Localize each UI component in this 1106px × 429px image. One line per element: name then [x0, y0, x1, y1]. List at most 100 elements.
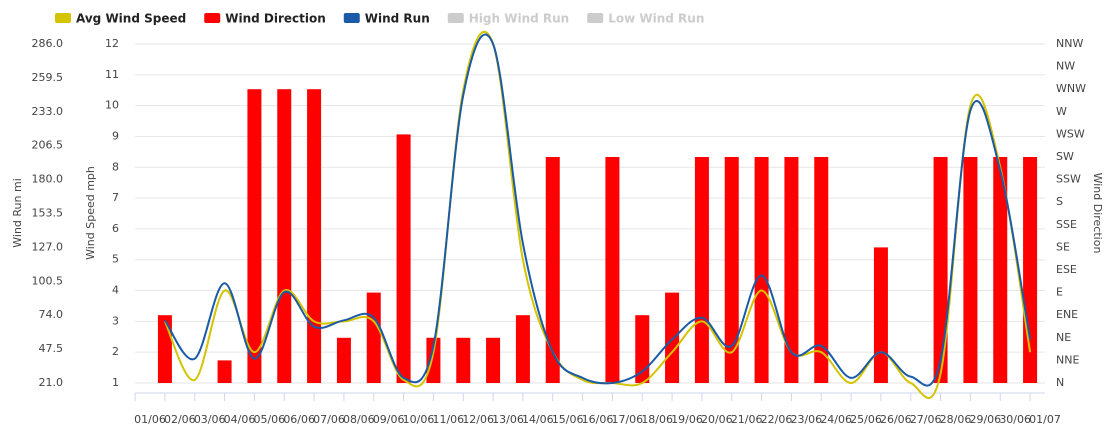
x-tick-label: 24/06: [820, 413, 852, 426]
y3-tick-label: SE: [1056, 240, 1070, 253]
legend-swatch: [55, 13, 71, 23]
y3-tick-label: NW: [1056, 60, 1075, 73]
bar: [814, 157, 829, 383]
y2-tick-label: 2: [112, 345, 119, 358]
y3-tick-label: SW: [1056, 150, 1074, 163]
y2-tick-label: 5: [112, 253, 119, 266]
bar: [873, 247, 888, 383]
y3-tick-label: NNE: [1056, 353, 1079, 366]
x-tick-label: 11/06: [432, 413, 464, 426]
bar: [157, 315, 172, 383]
bar: [784, 157, 799, 383]
x-tick-label: 14/06: [522, 413, 554, 426]
x-tick-label: 21/06: [731, 413, 763, 426]
bar: [545, 157, 560, 383]
bar: [307, 89, 322, 383]
legend-item[interactable]: Wind Run: [343, 12, 430, 26]
y3-tick-label: ENE: [1056, 308, 1078, 321]
bar: [366, 292, 381, 383]
y-tick-label: 127.0: [32, 240, 64, 253]
bar: [217, 360, 232, 383]
y-tick-label: 153.5: [32, 207, 64, 220]
x-tick-label: 07/06: [313, 413, 345, 426]
x-tick-label: 29/06: [969, 413, 1001, 426]
y2-axis-title: Wind Speed mph: [84, 166, 97, 260]
legend-label: Avg Wind Speed: [76, 12, 186, 26]
y2-tick-label: 11: [105, 68, 119, 81]
bar: [515, 315, 530, 383]
x-tick-label: 04/06: [224, 413, 256, 426]
y-tick-label: 100.5: [32, 274, 64, 287]
legend: Avg Wind Speed Wind Direction Wind Run High…: [55, 12, 704, 26]
legend-label: Wind Run: [365, 12, 430, 26]
y2-tick-label: 1: [112, 376, 119, 389]
bar: [724, 157, 739, 383]
y-tick-label: 206.5: [32, 139, 64, 152]
y-tick-label: 286.0: [32, 37, 64, 50]
line: [164, 30, 1032, 400]
x-tick-label: 15/06: [552, 413, 584, 426]
y-tick-label: 47.5: [39, 342, 64, 355]
x-tick-label: 09/06: [373, 413, 405, 426]
bar: [486, 337, 501, 383]
legend-item[interactable]: Avg Wind Speed: [55, 12, 186, 26]
y-tick-label: 259.5: [32, 71, 64, 84]
y-tick-label: 21.0: [39, 376, 64, 389]
x-tick-label: 23/06: [790, 413, 822, 426]
x-tick-label: 17/06: [611, 413, 643, 426]
y-tick-label: 233.0: [32, 105, 64, 118]
bar: [665, 292, 680, 383]
x-tick-label: 02/06: [164, 413, 196, 426]
y3-tick-label: NNW: [1056, 37, 1083, 50]
x-tick-label: 26/06: [880, 413, 912, 426]
legend-label: High Wind Run: [469, 12, 569, 26]
legend-swatch: [447, 13, 464, 23]
bar: [426, 337, 441, 383]
y3-tick-label: NE: [1056, 331, 1071, 344]
y3-tick-label: S: [1056, 195, 1063, 208]
y2-tick-label: 3: [112, 314, 119, 327]
y-tick-label: 180.0: [32, 173, 64, 186]
y3-tick-label: SSE: [1056, 218, 1077, 231]
legend-swatch: [587, 13, 604, 23]
x-tick-label: 16/06: [582, 413, 614, 426]
y2-tick-label: 12: [105, 37, 119, 50]
x-tick-label: 13/06: [492, 413, 524, 426]
bar: [933, 157, 948, 383]
y3-tick-label: WSW: [1056, 127, 1085, 140]
bar: [456, 337, 471, 383]
x-tick-label: 06/06: [283, 413, 315, 426]
x-tick-label: 08/06: [343, 413, 375, 426]
legend-swatch: [343, 13, 360, 23]
x-tick-label: 27/06: [910, 413, 942, 426]
legend-label: Low Wind Run: [608, 12, 704, 26]
x-tick-label: 01/07: [1029, 413, 1061, 426]
y3-tick-label: ESE: [1056, 263, 1077, 276]
bar: [694, 157, 709, 383]
x-tick-label: 18/06: [641, 413, 673, 426]
x-tick-label: 28/06: [940, 413, 972, 426]
y2-tick-label: 8: [112, 160, 119, 173]
x-tick-label: 19/06: [671, 413, 703, 426]
bar: [396, 134, 411, 383]
y3-tick-label: SSW: [1056, 173, 1081, 186]
x-tick-label: 30/06: [999, 413, 1031, 426]
bar: [605, 157, 620, 383]
legend-item[interactable]: Low Wind Run: [587, 12, 704, 26]
x-tick-label: 10/06: [403, 413, 435, 426]
legend-label: Wind Direction: [225, 12, 326, 26]
x-tick-label: 22/06: [761, 413, 793, 426]
y2-tick-label: 7: [112, 191, 119, 204]
bar: [993, 157, 1008, 383]
legend-item[interactable]: Wind Direction: [204, 12, 326, 26]
x-tick-label: 05/06: [253, 413, 285, 426]
legend-item[interactable]: High Wind Run: [447, 12, 569, 26]
y3-axis-title: Wind Direction: [1091, 173, 1104, 254]
y2-tick-label: 9: [112, 129, 119, 142]
bar: [247, 89, 262, 383]
bar: [336, 337, 351, 383]
y3-tick-label: E: [1056, 286, 1063, 299]
bar: [754, 157, 769, 383]
y3-tick-label: W: [1056, 105, 1067, 118]
